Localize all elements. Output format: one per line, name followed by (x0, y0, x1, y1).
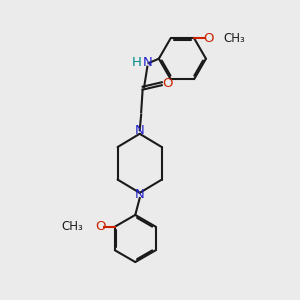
Text: N: N (142, 56, 152, 69)
Text: CH₃: CH₃ (224, 32, 245, 45)
Text: O: O (203, 32, 213, 45)
Text: O: O (95, 220, 106, 233)
Text: CH₃: CH₃ (61, 220, 83, 233)
Text: O: O (162, 77, 173, 90)
Text: H: H (131, 56, 141, 69)
Text: N: N (135, 188, 145, 201)
Text: N: N (135, 124, 145, 137)
